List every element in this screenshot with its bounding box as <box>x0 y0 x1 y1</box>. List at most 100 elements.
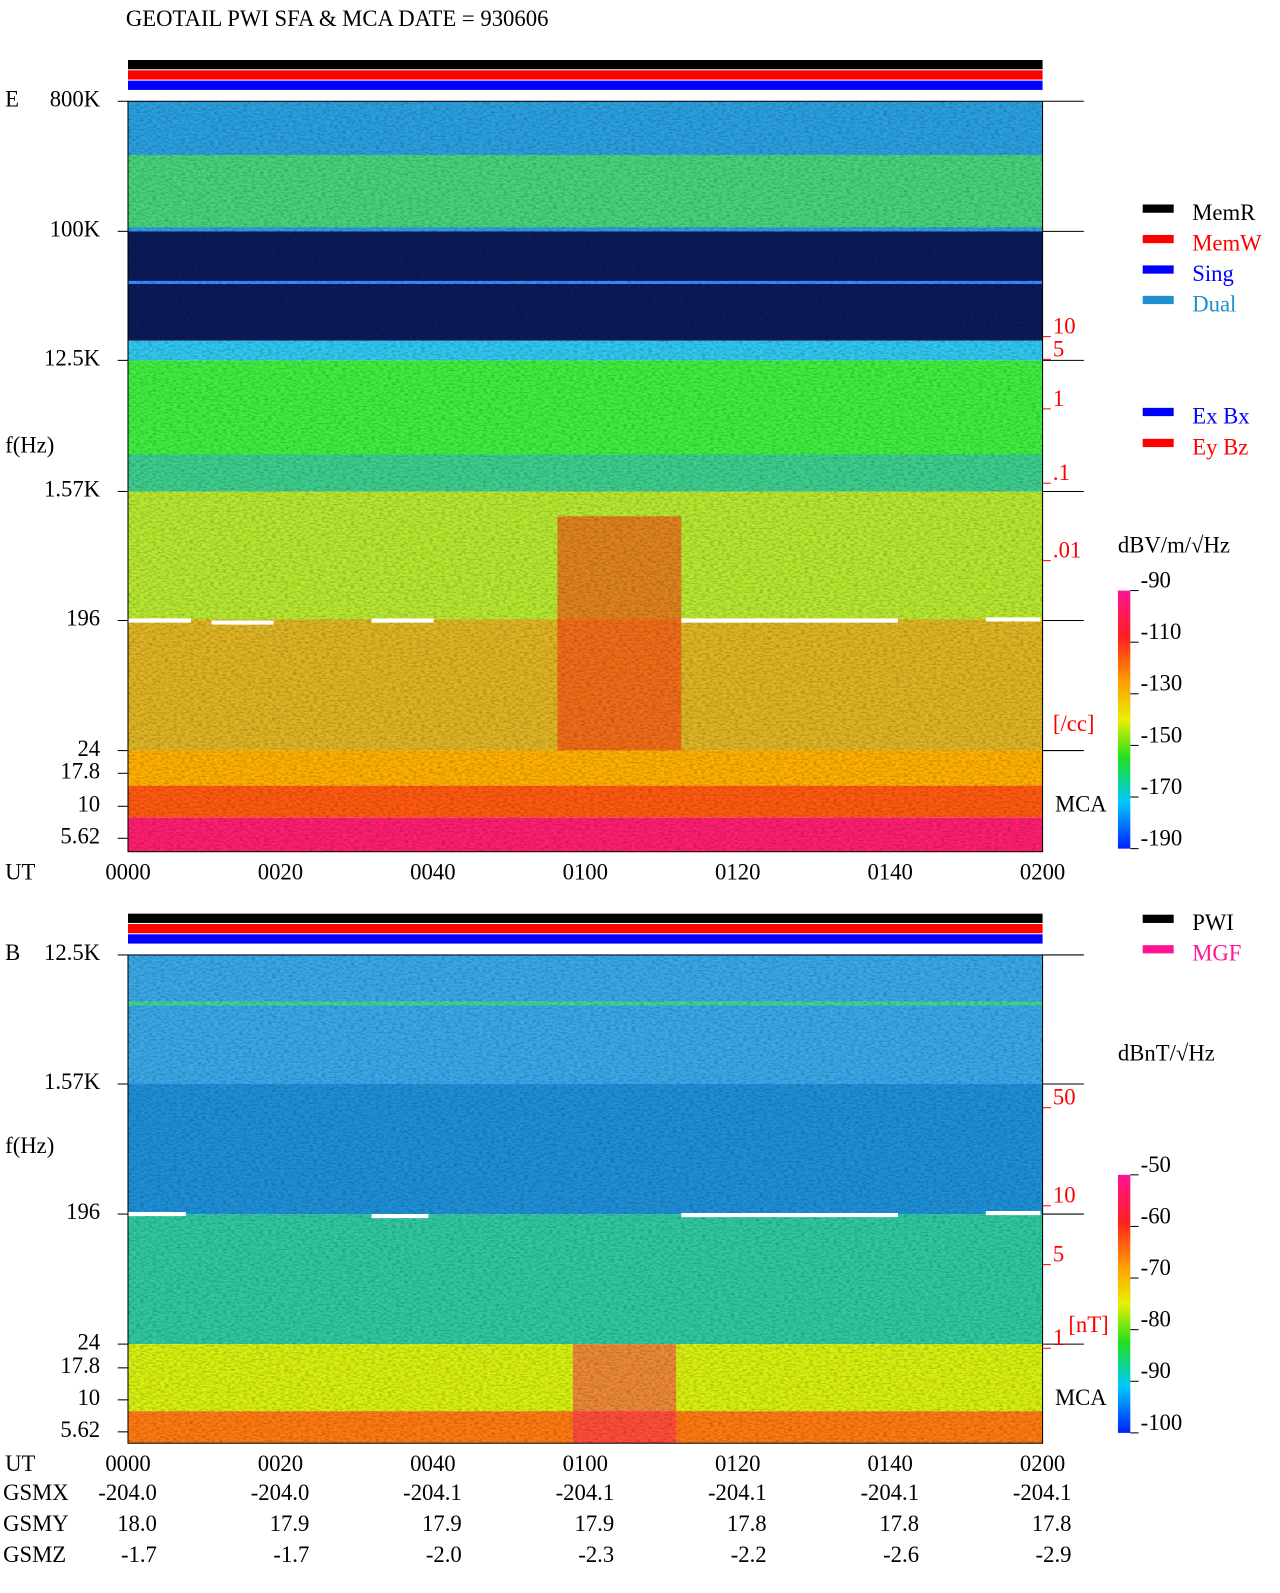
texture <box>128 954 1043 1444</box>
x-tick-label: 0100 <box>563 860 608 885</box>
density-tick-label: 50 <box>1053 1085 1076 1110</box>
y-tick-label: 17.8 <box>60 1353 100 1378</box>
status-bar <box>128 934 1043 944</box>
density-tick-label: 5 <box>1053 336 1064 361</box>
colorbar-tick-label: -170 <box>1141 774 1183 799</box>
orbit-value: -204.1 <box>556 1480 615 1505</box>
x-tick-label: 0200 <box>1020 1451 1065 1476</box>
y-tick-label: 24 <box>77 1329 100 1354</box>
plot-frame <box>127 100 1044 853</box>
legend-label: Dual <box>1192 291 1236 316</box>
colorbar-tick-label: -60 <box>1141 1203 1171 1228</box>
density-tick-label: 5 <box>1053 1242 1064 1267</box>
density-tick-label: 1 <box>1053 1325 1064 1350</box>
panel-label: B <box>5 940 20 965</box>
y-tick-label: 24 <box>77 736 100 761</box>
density-tick-label: .1 <box>1053 460 1070 485</box>
legend-label: Ey Bz <box>1192 434 1248 459</box>
x-tick-label: 0100 <box>563 1451 608 1476</box>
density-tick-label: 10 <box>1053 1183 1076 1208</box>
density-unit: [/cc] <box>1053 711 1095 736</box>
orbit-label: GSMZ <box>3 1542 66 1567</box>
status-bar <box>128 923 1043 934</box>
y-tick-label: 800K <box>50 86 101 111</box>
orbit-value: -204.1 <box>1013 1480 1072 1505</box>
orbit-value: 17.9 <box>422 1511 462 1536</box>
y-tick-label: 5.62 <box>60 824 100 849</box>
orbit-value: -204.1 <box>860 1480 919 1505</box>
legend-swatch <box>1142 265 1174 274</box>
density-tick-label: 1 <box>1053 386 1064 411</box>
orbit-label: GSMY <box>3 1511 69 1536</box>
status-bar <box>128 80 1043 90</box>
plot-frame <box>127 954 1044 1444</box>
x-tick-label: 0200 <box>1020 860 1065 885</box>
orbit-value: -2.0 <box>426 1542 462 1567</box>
x-tick-label: 0000 <box>105 860 150 885</box>
legend-label: MGF <box>1192 941 1241 966</box>
orbit-value: 17.8 <box>727 1511 767 1536</box>
x-tick-label: 0120 <box>715 860 760 885</box>
x-axis-label: UT <box>5 1451 35 1476</box>
legend-swatch <box>1142 295 1174 305</box>
colorbar-tick-label: -80 <box>1141 1307 1171 1332</box>
orbit-value: -2.9 <box>1036 1542 1072 1567</box>
status-bar <box>128 913 1043 923</box>
orbit-value: -204.0 <box>98 1480 157 1505</box>
orbit-value: -1.7 <box>121 1542 157 1567</box>
legend-swatch <box>1142 914 1174 923</box>
colorbar-label: dBV/m/√Hz <box>1118 532 1230 557</box>
orbit-value: -204.1 <box>708 1480 767 1505</box>
y-axis-label: f(Hz) <box>5 432 54 457</box>
y-tick-label: 5.62 <box>60 1417 100 1442</box>
colorbar-tick-label: -70 <box>1141 1255 1171 1280</box>
legend-label: MemR <box>1192 200 1256 225</box>
colorbar <box>1117 590 1131 849</box>
density-tick-label: .01 <box>1053 538 1081 563</box>
spectrograms <box>128 101 1043 1444</box>
y-tick-label: 100K <box>50 217 101 242</box>
x-tick-label: 0040 <box>410 860 455 885</box>
status-bar <box>128 70 1043 80</box>
y-tick-label: 10 <box>77 792 100 817</box>
legend-label: Ex Bx <box>1192 403 1250 428</box>
orbit-value: -2.3 <box>578 1542 614 1567</box>
mca-label: MCA <box>1055 792 1107 817</box>
density-tick-label: 10 <box>1053 314 1076 339</box>
orbit-label: GSMX <box>3 1480 69 1505</box>
y-tick-label: 12.5K <box>44 940 101 965</box>
colorbar-tick-label: -90 <box>1141 568 1171 593</box>
x-tick-label: 0140 <box>867 860 912 885</box>
orbit-value: -2.2 <box>731 1542 767 1567</box>
legend-label: MemW <box>1192 230 1262 255</box>
y-tick-label: 17.8 <box>60 758 100 783</box>
colorbar-tick-label: -150 <box>1141 722 1183 747</box>
plasma-line <box>128 1210 1041 1219</box>
legend-swatch <box>1142 945 1174 954</box>
colorbar-tick-label: -90 <box>1141 1358 1171 1383</box>
y-tick-label: 196 <box>66 1199 100 1224</box>
y-tick-label: 1.57K <box>44 1069 101 1094</box>
legend-swatch <box>1142 234 1174 244</box>
y-axis-label: f(Hz) <box>5 1133 54 1158</box>
colorbar-tick-label: -50 <box>1141 1152 1171 1177</box>
x-tick-label: 0040 <box>410 1451 455 1476</box>
y-tick-label: 1.57K <box>44 477 101 502</box>
colorbar <box>1117 1174 1131 1433</box>
legend-swatch <box>1142 438 1174 448</box>
legend-label: PWI <box>1192 910 1234 935</box>
x-tick-label: 0120 <box>715 1451 760 1476</box>
y-tick-label: 10 <box>77 1385 100 1410</box>
status-bar <box>128 59 1043 70</box>
orbit-value: -1.7 <box>273 1542 309 1567</box>
orbit-value: 17.9 <box>574 1511 614 1536</box>
y-tick-label: 12.5K <box>44 346 101 371</box>
orbit-value: 17.9 <box>270 1511 310 1536</box>
colorbar-tick-label: -190 <box>1141 826 1183 851</box>
colorbar-tick-label: -110 <box>1141 619 1182 644</box>
orbit-value: 17.8 <box>1032 1511 1072 1536</box>
colorbar-label: dBnT/√Hz <box>1118 1040 1215 1065</box>
title: GEOTAIL PWI SFA & MCA DATE = 930606 <box>126 6 549 31</box>
